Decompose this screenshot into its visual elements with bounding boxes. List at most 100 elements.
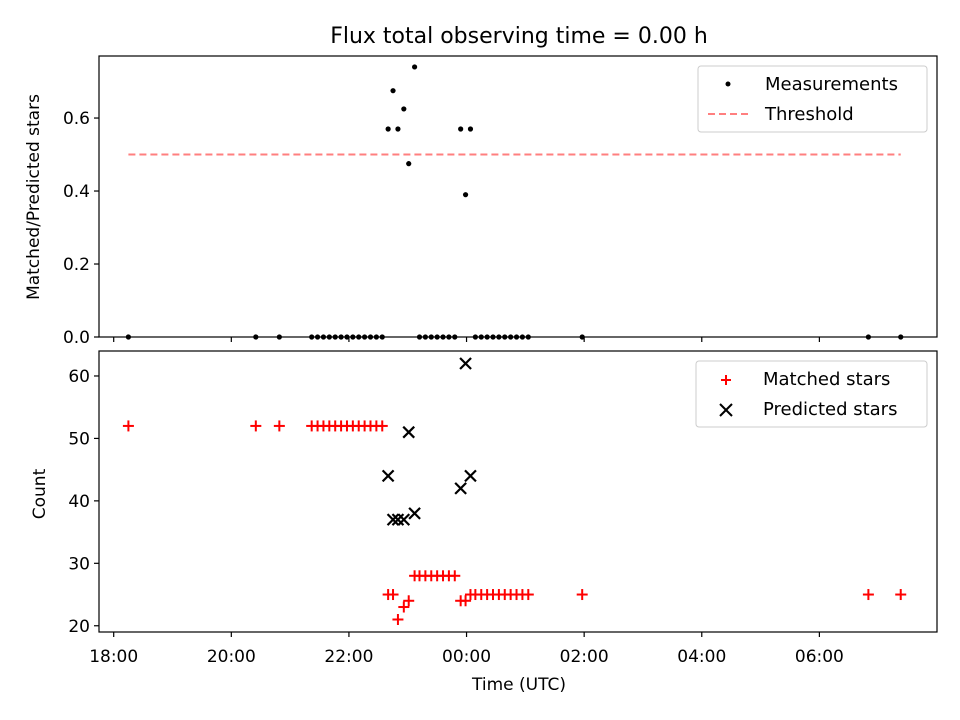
top-x-ticks: [113, 337, 820, 342]
predicted-star-point: [386, 513, 400, 526]
measurement-point: [428, 334, 434, 340]
measurement-point: [478, 334, 484, 340]
predicted-star-point: [459, 357, 472, 370]
legend-matched-marker: [721, 375, 731, 385]
measurement-point: [525, 334, 531, 340]
measurement-point: [513, 334, 520, 340]
predicted-star-point: [381, 469, 395, 483]
bottom-y-tick-label: 60: [68, 367, 90, 387]
measurement-point: [490, 334, 496, 340]
x-tick-label: 02:00: [560, 647, 609, 667]
top-panel: Matched/Predicted stars 0.0 0.2 0.4 0.6 Mea…: [24, 55, 938, 348]
measurement-point: [367, 334, 374, 340]
top-y-tick-label: 0.2: [63, 255, 90, 275]
legend-matched-label: Matched stars: [763, 369, 890, 390]
chart-title: Flux total observing time = 0.00 h: [330, 24, 708, 49]
measurement-point: [309, 334, 315, 340]
measurement-point: [422, 334, 428, 340]
measurement-point: [320, 334, 327, 340]
x-tick-label: 18:00: [89, 647, 138, 667]
matched-star-point: [250, 420, 262, 432]
measurement-point: [458, 126, 464, 132]
measurement-point: [865, 334, 871, 340]
matched-star-point: [392, 614, 404, 626]
predicted-star-point: [454, 482, 467, 495]
measurement-point: [332, 334, 338, 340]
bottom-y-axis-label: Count: [30, 468, 50, 519]
bottom-y-ticks: 20 30 40 50 60: [68, 367, 99, 637]
legend-measurements-marker: [725, 81, 731, 87]
matched-star-point: [403, 595, 415, 607]
bottom-panel: Count Time (UTC) 20 30 40 50 60 18:00 20:00 22…: [30, 350, 938, 695]
top-legend: Measurements Threshold: [697, 65, 928, 133]
matched-star-point: [376, 420, 388, 432]
top-y-tick-label: 0.6: [63, 109, 90, 129]
measurement-point: [338, 334, 344, 340]
measurement-point: [379, 334, 385, 340]
measurement-point: [462, 192, 469, 198]
measurement-point: [472, 334, 478, 340]
matched-star-point: [122, 420, 134, 432]
predicted-star-point: [402, 425, 415, 439]
measurement-point: [898, 334, 904, 340]
measurement-point: [416, 334, 423, 340]
top-y-tick-label: 0.0: [63, 328, 90, 348]
bottom-y-tick-label: 50: [68, 429, 90, 449]
legend-measurements-label: Measurements: [765, 74, 898, 95]
matched-star-point: [398, 601, 410, 613]
measurement-point: [508, 334, 514, 340]
matched-star-point: [895, 589, 907, 601]
legend-predicted-label: Predicted stars: [763, 399, 897, 420]
matched-star-point: [522, 589, 534, 601]
measurement-point: [395, 126, 401, 132]
measurement-point: [362, 334, 368, 340]
measurement-point: [446, 334, 452, 340]
x-axis-label: Time (UTC): [471, 675, 566, 695]
measurement-point: [434, 334, 440, 340]
measurement-point: [519, 334, 526, 340]
bottom-y-tick-label: 30: [68, 554, 90, 574]
measurement-point: [326, 334, 332, 340]
predicted-star-point: [464, 469, 477, 483]
bottom-y-tick-label: 20: [68, 617, 90, 637]
x-tick-label: 04:00: [677, 647, 726, 667]
x-tick-label: 06:00: [795, 647, 844, 667]
top-legend-box: [697, 65, 928, 133]
top-y-axis-label: Matched/Predicted stars: [24, 94, 44, 300]
bottom-legend: Matched stars Predicted stars: [695, 360, 928, 428]
measurement-point: [496, 334, 502, 340]
measurement-point: [406, 161, 412, 167]
bottom-y-tick-label: 40: [68, 492, 90, 512]
bottom-plot-frame: [98, 350, 938, 633]
measurement-point: [314, 334, 321, 340]
bottom-x-ticks: 18:00 20:00 22:00 00:00 02:00 04:00 06:00: [89, 632, 844, 667]
legend-threshold-label: Threshold: [764, 104, 854, 125]
matched-star-point: [449, 570, 461, 582]
measurement-point: [344, 334, 350, 340]
measurement-point: [502, 334, 508, 340]
measurement-point: [125, 334, 132, 340]
measurement-point: [484, 334, 490, 340]
measurement-point: [253, 334, 259, 340]
predicted-star-point: [397, 513, 411, 526]
matched-star-point: [576, 589, 588, 601]
measurement-point: [356, 334, 362, 340]
matched-star-point: [862, 589, 874, 601]
bottom-plot-marks: [122, 357, 907, 626]
x-tick-label: 22:00: [324, 647, 373, 667]
measurement-point: [452, 334, 458, 340]
measurement-point: [390, 88, 396, 94]
matched-star-point: [273, 420, 285, 432]
bottom-legend-box: [695, 360, 928, 428]
measurement-point: [276, 334, 282, 340]
x-tick-label: 20:00: [207, 647, 256, 667]
measurement-point: [401, 106, 407, 112]
legend-predicted-marker: [719, 403, 733, 417]
measurement-point: [373, 334, 379, 340]
x-tick-label: 00:00: [442, 647, 491, 667]
top-plot-marks: [125, 64, 904, 340]
measurement-point: [385, 126, 391, 132]
top-y-ticks: 0.0 0.2 0.4 0.6: [63, 109, 99, 348]
measurement-point: [411, 64, 418, 70]
